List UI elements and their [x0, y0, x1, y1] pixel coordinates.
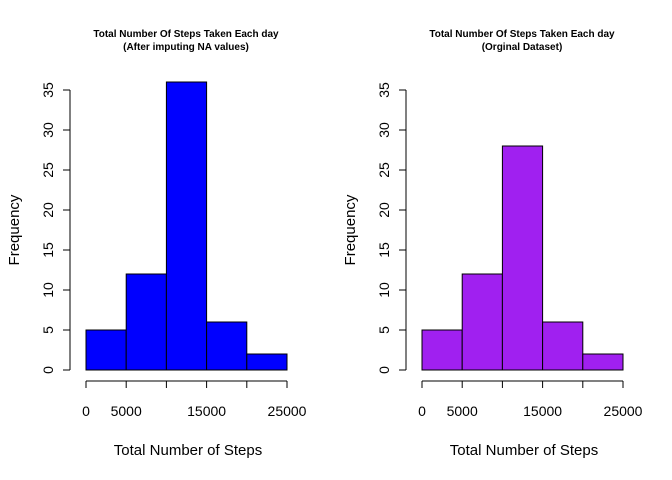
y-axis: 0 5 10 15 20 25 30 35 [40, 82, 71, 374]
y-tick-label: 10 [40, 282, 56, 298]
y-tick-label: 15 [40, 242, 56, 258]
chart-subtitle: (Orginal Dataset) [482, 42, 563, 53]
y-tick-label: 5 [40, 326, 56, 334]
y-tick-label: 25 [40, 162, 56, 178]
y-tick-label: 35 [376, 82, 392, 98]
histogram-bar [165, 81, 208, 371]
y-tick-label: 20 [40, 202, 56, 218]
x-axis: 0 5000 15000 25000 [418, 380, 643, 419]
histogram-bar [461, 273, 503, 371]
y-tick-label: 30 [376, 122, 392, 138]
y-tick-label: 10 [376, 282, 392, 298]
x-tick-label: 15000 [523, 403, 562, 419]
y-tick-label: 30 [40, 122, 56, 138]
histogram-panel-imputed: Total Number Of Steps Taken Each day (Af… [6, 29, 307, 459]
chart-title: Total Number Of Steps Taken Each day [93, 29, 279, 40]
x-tick-label: 15000 [187, 403, 226, 419]
histogram-bar [206, 321, 248, 371]
bars [85, 81, 288, 371]
y-axis-title: Frequency [342, 194, 359, 265]
x-axis: 0 5000 15000 25000 [82, 380, 307, 419]
y-tick-label: 15 [376, 242, 392, 258]
histogram-bar [85, 329, 127, 371]
histogram-bar [501, 145, 544, 371]
histogram-bar [246, 353, 288, 371]
x-axis-title: Total Number of Steps [114, 442, 262, 459]
histogram-bar [421, 329, 463, 371]
y-tick-label: 0 [376, 366, 392, 374]
chart-subtitle: (After imputing NA values) [123, 42, 249, 53]
histogram-panel-original: Total Number Of Steps Taken Each day (Or… [342, 29, 643, 459]
x-axis-title: Total Number of Steps [450, 442, 598, 459]
histogram-bar [582, 353, 624, 371]
chart-title: Total Number Of Steps Taken Each day [429, 29, 615, 40]
x-tick-label: 25000 [268, 403, 307, 419]
y-tick-label: 35 [40, 82, 56, 98]
histogram-bar [542, 321, 584, 371]
y-tick-label: 25 [376, 162, 392, 178]
y-tick-label: 5 [376, 326, 392, 334]
y-axis: 0 5 10 15 20 25 30 35 [376, 82, 407, 374]
x-tick-label: 5000 [447, 403, 478, 419]
y-tick-label: 0 [40, 366, 56, 374]
bars [421, 145, 624, 371]
histogram-bar [125, 273, 167, 371]
y-tick-label: 20 [376, 202, 392, 218]
x-tick-label: 0 [418, 403, 426, 419]
y-axis-title: Frequency [6, 194, 23, 265]
x-tick-label: 5000 [111, 403, 142, 419]
x-tick-label: 0 [82, 403, 90, 419]
x-tick-label: 25000 [604, 403, 643, 419]
